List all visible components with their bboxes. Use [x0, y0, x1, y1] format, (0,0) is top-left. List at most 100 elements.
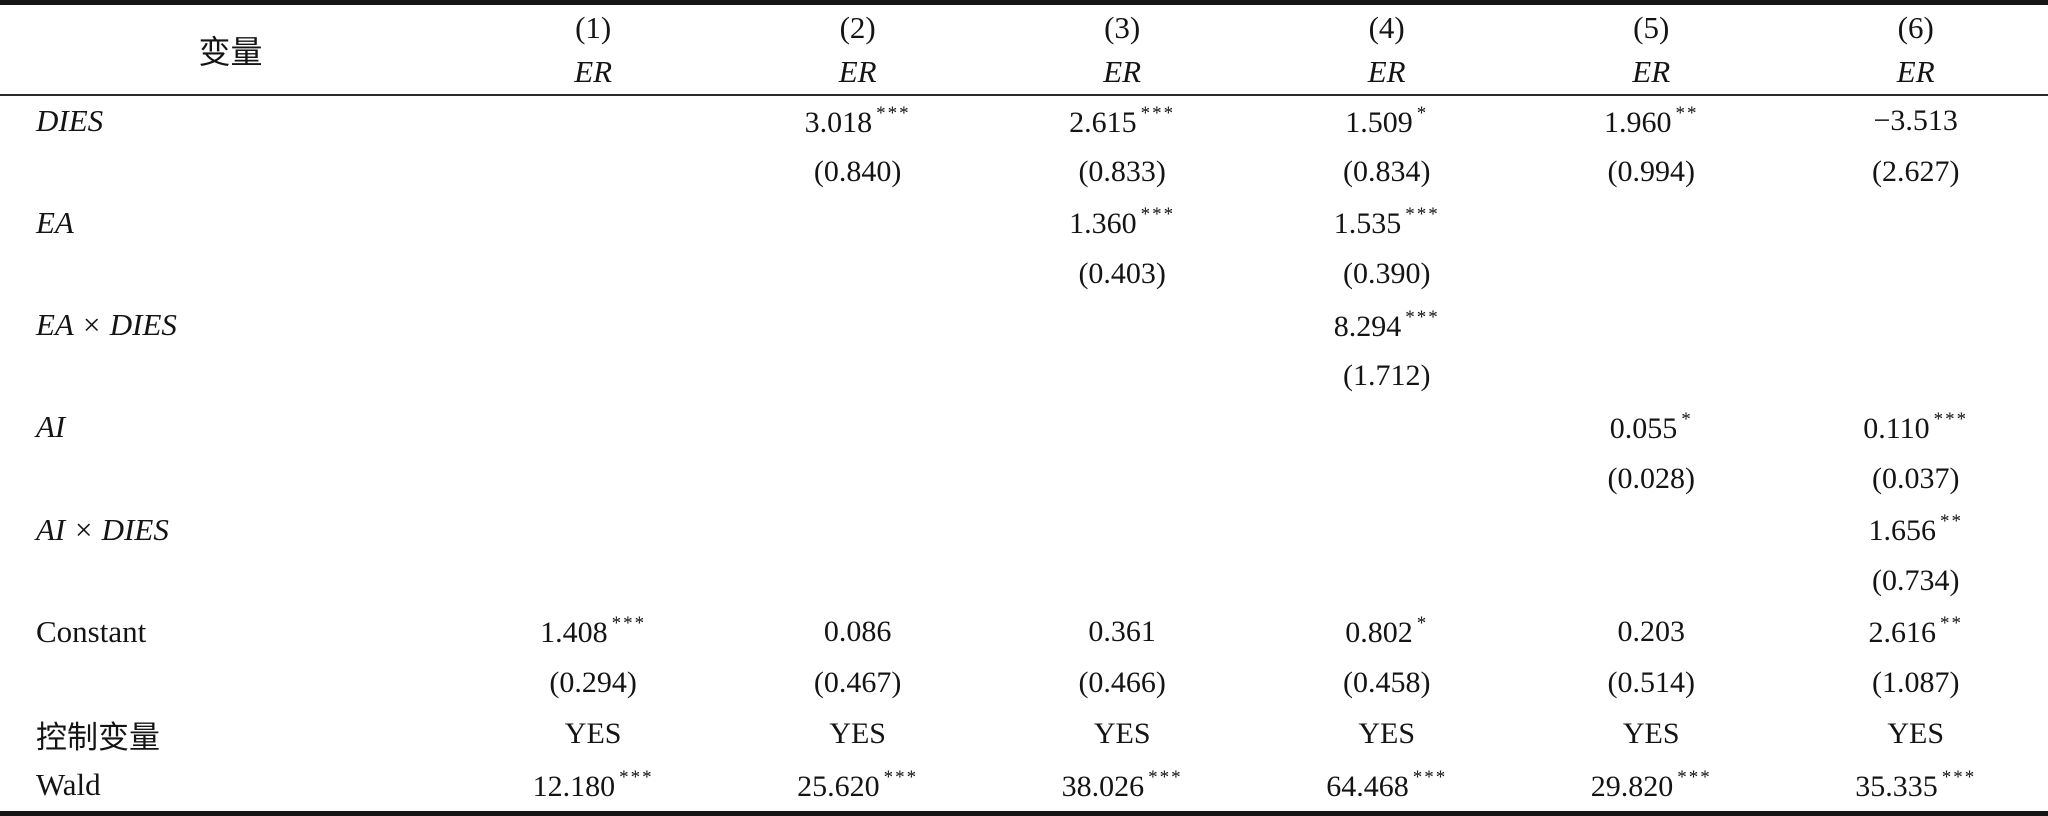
- cell-value: 1.509: [1345, 105, 1413, 139]
- coefficient-cell: [461, 248, 726, 299]
- coefficient-cell: 0.086: [725, 606, 990, 657]
- row-label: [0, 146, 461, 197]
- coefficient-cell: [461, 95, 726, 146]
- coefficient-cell: [1254, 504, 1519, 555]
- table-row: DIES 3.018 *** 2.615 *** 1.509 * 1.960 ** −3.513: [0, 95, 2048, 146]
- row-label: AI: [36, 409, 66, 445]
- coefficient-cell: [1783, 351, 2048, 402]
- row-label: Wald: [36, 767, 101, 803]
- coefficient-cell: [1783, 197, 2048, 248]
- coefficient-cell: [990, 402, 1255, 453]
- cell-value: 1.656: [1868, 514, 1936, 548]
- coefficient-cell: 0.203: [1519, 606, 1784, 657]
- coefficient-cell: [1254, 402, 1519, 453]
- cell-value: (0.458): [1342, 666, 1431, 700]
- header-row-dependent-variable: ER ER ER ER ER ER: [0, 50, 2048, 95]
- dependent-variable-header: ER: [1103, 54, 1142, 89]
- cell-value: 1.960: [1603, 105, 1672, 139]
- coefficient-cell: 25.620 ***: [725, 760, 990, 811]
- cell-value: (0.037): [1871, 461, 1960, 495]
- significance-stars: **: [1939, 613, 1963, 635]
- table-header: 变量 (1) (2) (3) (4) (5) (6) ER ER ER ER E…: [0, 5, 2048, 95]
- coefficient-cell: (0.390): [1254, 248, 1519, 299]
- coefficient-cell: 64.468 ***: [1254, 760, 1519, 811]
- coefficient-cell: [725, 197, 990, 248]
- table-row: AI 0.055 * 0.110 ***: [0, 402, 2048, 453]
- significance-stars: ***: [1405, 204, 1440, 226]
- row-label: [0, 351, 461, 402]
- cell-value: (0.294): [549, 666, 637, 700]
- coefficient-cell: [990, 453, 1255, 504]
- significance-stars: ***: [619, 766, 654, 788]
- cell-value: 8.294: [1333, 309, 1402, 343]
- significance-stars: *: [1681, 408, 1693, 430]
- coefficient-cell: 1.535 ***: [1254, 197, 1519, 248]
- cell-value: (0.390): [1342, 256, 1431, 290]
- coefficient-cell: (0.834): [1254, 146, 1519, 197]
- significance-stars: ***: [611, 613, 647, 635]
- significance-stars: ***: [1140, 204, 1176, 226]
- cell-value: YES: [564, 717, 622, 751]
- coefficient-cell: 1.509 *: [1254, 95, 1519, 146]
- coefficient-cell: [1519, 300, 1784, 351]
- row-label: [0, 555, 461, 606]
- coefficient-cell: [461, 402, 726, 453]
- model-number-header: (4): [1368, 9, 1405, 45]
- significance-stars: ***: [1412, 766, 1448, 788]
- coefficient-cell: [1519, 351, 1784, 402]
- row-label: [0, 658, 461, 709]
- cell-value: 2.615: [1069, 105, 1137, 139]
- cell-value: YES: [1887, 717, 1945, 751]
- coefficient-cell: YES: [990, 709, 1255, 760]
- significance-stars: **: [1939, 511, 1963, 533]
- table-row: (0.028) (0.037): [0, 453, 2048, 504]
- coefficient-cell: YES: [1783, 709, 2048, 760]
- cell-value: (0.514): [1607, 666, 1695, 700]
- cell-value: 0.203: [1617, 614, 1685, 648]
- cell-value: (0.466): [1078, 666, 1166, 700]
- cell-value: (0.028): [1607, 461, 1695, 495]
- cell-value: 35.335: [1855, 769, 1938, 803]
- cell-value: (0.994): [1607, 154, 1695, 188]
- coefficient-cell: 1.656 **: [1783, 504, 2048, 555]
- coefficient-cell: [1519, 504, 1784, 555]
- cell-value: (0.833): [1078, 154, 1166, 188]
- table-row: (0.294) (0.467) (0.466) (0.458) (0.514) (1.08…: [0, 658, 2048, 709]
- model-number-header: (5): [1633, 9, 1670, 45]
- coefficient-cell: [1783, 248, 2048, 299]
- significance-stars: ***: [1140, 102, 1176, 124]
- table-row: (0.840) (0.833) (0.834) (0.994) (2.627): [0, 146, 2048, 197]
- coefficient-cell: 2.615 ***: [990, 95, 1255, 146]
- cell-value: 1.408: [540, 616, 608, 650]
- coefficient-cell: 0.361: [990, 606, 1255, 657]
- cell-value: YES: [829, 717, 886, 751]
- cell-value: 64.468: [1326, 769, 1409, 803]
- row-label: DIES: [36, 103, 104, 139]
- coefficient-cell: [461, 555, 726, 606]
- coefficient-cell: (2.627): [1783, 146, 2048, 197]
- coefficient-cell: 1.360 ***: [990, 197, 1255, 248]
- coefficient-cell: [990, 555, 1255, 606]
- row-label: [0, 248, 461, 299]
- coefficient-cell: (0.840): [725, 146, 990, 197]
- variable-column-header: 变量: [198, 33, 263, 70]
- row-label: 控制变量: [36, 719, 160, 755]
- significance-stars: ***: [1148, 766, 1183, 788]
- significance-stars: **: [1675, 102, 1699, 124]
- header-row-model-numbers: 变量 (1) (2) (3) (4) (5) (6): [0, 5, 2048, 70]
- table-row: EA × DIES 8.294 ***: [0, 300, 2048, 351]
- coefficient-cell: [1254, 453, 1519, 504]
- coefficient-cell: 2.616 **: [1783, 606, 2048, 657]
- dependent-variable-header: ER: [1632, 54, 1671, 89]
- coefficient-cell: 29.820 ***: [1519, 760, 1784, 811]
- coefficient-cell: [725, 300, 990, 351]
- table-row: (0.734): [0, 555, 2048, 606]
- coefficient-cell: [1783, 300, 2048, 351]
- cell-value: 38.026: [1061, 769, 1145, 803]
- coefficient-cell: YES: [1519, 709, 1784, 760]
- coefficient-cell: [461, 453, 726, 504]
- model-number-header: (2): [839, 9, 876, 45]
- coefficient-cell: (0.403): [990, 248, 1255, 299]
- coefficient-cell: YES: [1254, 709, 1519, 760]
- significance-stars: ***: [1941, 766, 1977, 788]
